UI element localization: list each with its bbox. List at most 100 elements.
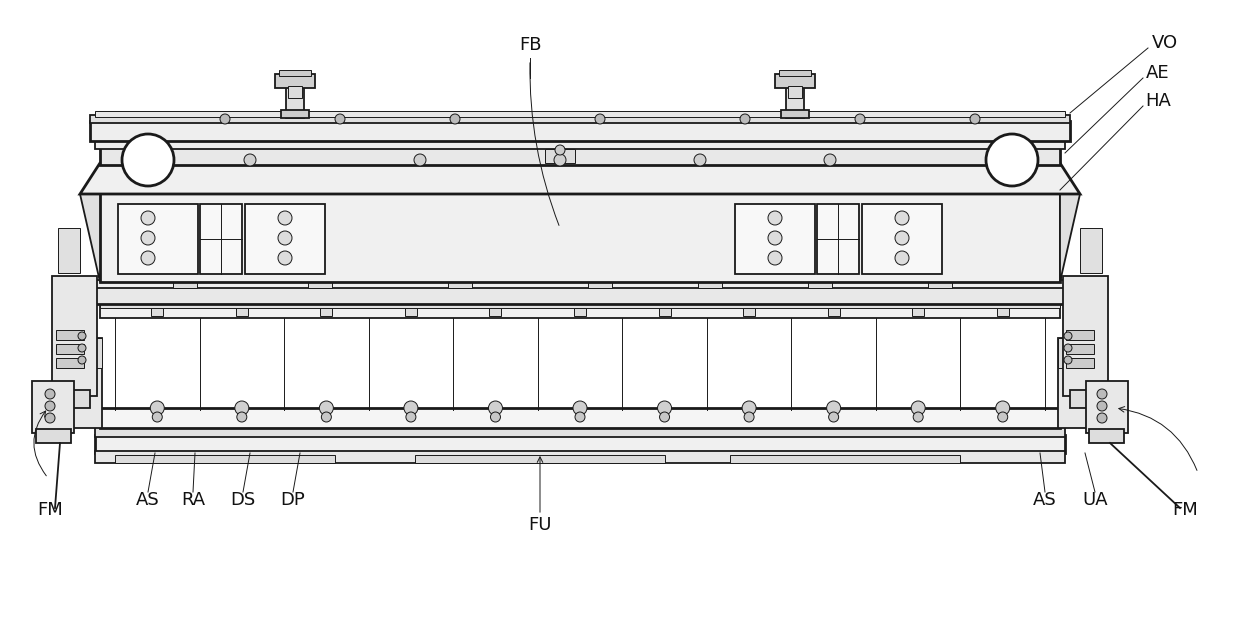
Text: RA: RA — [181, 491, 205, 509]
Polygon shape — [1060, 194, 1080, 282]
Circle shape — [996, 401, 1009, 415]
Circle shape — [856, 114, 866, 124]
Bar — [1080, 228, 1102, 273]
Circle shape — [141, 211, 155, 225]
Bar — [95, 286, 1065, 304]
Circle shape — [405, 412, 415, 422]
Bar — [787, 86, 802, 98]
Circle shape — [1097, 401, 1107, 411]
Circle shape — [825, 154, 836, 166]
Circle shape — [744, 412, 754, 422]
Circle shape — [450, 114, 460, 124]
Bar — [730, 455, 960, 463]
Bar — [118, 204, 198, 274]
Circle shape — [122, 134, 174, 186]
Bar — [281, 110, 309, 118]
Bar — [200, 204, 242, 274]
Circle shape — [768, 231, 782, 245]
Circle shape — [491, 412, 501, 422]
Circle shape — [78, 344, 86, 352]
Bar — [817, 204, 859, 274]
Bar — [151, 308, 164, 316]
Bar — [698, 276, 722, 288]
Bar — [72, 338, 102, 428]
Circle shape — [911, 401, 925, 415]
Text: DP: DP — [280, 491, 305, 509]
Bar — [786, 80, 804, 118]
Text: VO: VO — [1152, 34, 1178, 52]
Circle shape — [335, 114, 345, 124]
Text: FU: FU — [528, 516, 552, 534]
Polygon shape — [81, 194, 100, 282]
Bar — [490, 308, 501, 316]
Bar — [95, 451, 1065, 463]
Bar — [1058, 338, 1087, 428]
Circle shape — [278, 231, 291, 245]
Bar — [91, 121, 1070, 141]
Bar — [415, 455, 665, 463]
Bar — [827, 308, 839, 316]
Circle shape — [320, 401, 334, 415]
Circle shape — [1064, 344, 1073, 352]
Bar — [91, 115, 1070, 123]
Bar — [1058, 338, 1087, 368]
Bar — [288, 86, 303, 98]
Circle shape — [556, 145, 565, 155]
Bar — [246, 204, 325, 274]
Bar — [286, 80, 304, 118]
Bar — [735, 204, 815, 274]
Bar — [781, 110, 808, 118]
Circle shape — [970, 114, 980, 124]
Bar — [913, 308, 924, 316]
Circle shape — [768, 251, 782, 265]
Bar — [743, 308, 755, 316]
Bar — [1066, 330, 1094, 340]
Bar — [95, 139, 1065, 149]
Bar — [72, 338, 102, 368]
Circle shape — [1064, 356, 1073, 364]
Bar — [115, 455, 335, 463]
Circle shape — [141, 251, 155, 265]
Bar — [95, 111, 1065, 117]
Bar — [100, 147, 1060, 165]
Circle shape — [554, 154, 565, 166]
Circle shape — [489, 401, 502, 415]
Circle shape — [895, 211, 909, 225]
Circle shape — [414, 154, 427, 166]
Bar — [1086, 381, 1128, 433]
Circle shape — [660, 412, 670, 422]
Bar — [275, 74, 315, 88]
Text: UA: UA — [1083, 491, 1107, 509]
Bar — [320, 308, 332, 316]
Circle shape — [153, 412, 162, 422]
Bar — [58, 228, 81, 273]
Circle shape — [768, 211, 782, 225]
Circle shape — [278, 211, 291, 225]
Bar — [100, 302, 1060, 308]
Bar — [100, 192, 1060, 282]
Text: FB: FB — [518, 36, 541, 54]
Bar — [779, 70, 811, 76]
Bar — [588, 276, 613, 288]
Circle shape — [694, 154, 706, 166]
Text: FM: FM — [37, 501, 63, 519]
Circle shape — [244, 154, 255, 166]
Bar — [52, 276, 97, 396]
Bar — [808, 276, 832, 288]
Bar — [1066, 358, 1094, 368]
Circle shape — [150, 401, 164, 415]
Bar — [58, 390, 91, 408]
Bar — [100, 408, 1060, 428]
Text: AS: AS — [136, 491, 160, 509]
Bar — [279, 70, 311, 76]
Circle shape — [45, 413, 55, 423]
Circle shape — [828, 412, 838, 422]
Text: AS: AS — [1033, 491, 1056, 509]
Circle shape — [895, 231, 909, 245]
Circle shape — [45, 389, 55, 399]
Circle shape — [219, 114, 229, 124]
Bar — [546, 149, 575, 163]
Bar — [56, 344, 84, 354]
Bar — [56, 330, 84, 340]
Circle shape — [986, 134, 1038, 186]
